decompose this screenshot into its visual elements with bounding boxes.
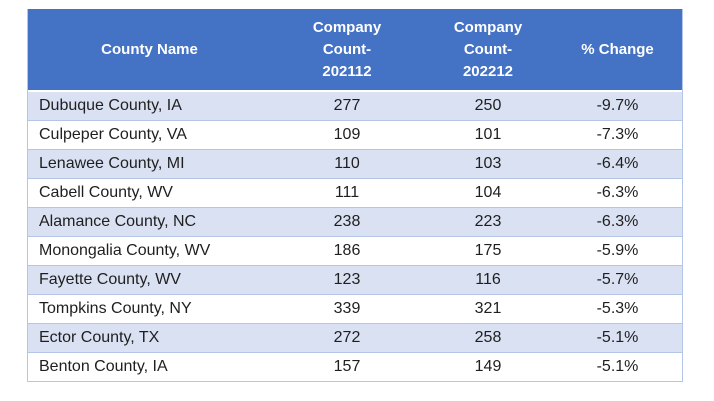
cell-count-202212: 104 (423, 179, 553, 208)
cell-pct-change: -5.3% (553, 295, 682, 324)
cell-count-202112: 238 (271, 208, 423, 237)
table-row: Tompkins County, NY 339 321 -5.3% (28, 295, 682, 324)
cell-pct-change: -5.7% (553, 266, 682, 295)
header-line: Count- (463, 40, 513, 58)
cell-county-name: Benton County, IA (28, 353, 271, 382)
cell-county-name: Cabell County, WV (28, 179, 271, 208)
cell-count-202112: 111 (271, 179, 423, 208)
cell-pct-change: -5.1% (553, 353, 682, 382)
cell-count-202112: 277 (271, 92, 423, 121)
cell-count-202212: 101 (423, 121, 553, 150)
header-line: 202112 (322, 62, 372, 80)
table-row: Cabell County, WV 111 104 -6.3% (28, 179, 682, 208)
cell-county-name: Ector County, TX (28, 324, 271, 353)
cell-pct-change: -6.3% (553, 208, 682, 237)
table-row: Monongalia County, WV 186 175 -5.9% (28, 237, 682, 266)
header-line: Company (312, 18, 382, 36)
cell-pct-change: -6.3% (553, 179, 682, 208)
table-row: Dubuque County, IA 277 250 -9.7% (28, 92, 682, 121)
cell-county-name: Monongalia County, WV (28, 237, 271, 266)
cell-count-202112: 339 (271, 295, 423, 324)
cell-count-202212: 103 (423, 150, 553, 179)
data-table: County Name Company Count- 202112 Compan… (28, 9, 682, 382)
table-row: Alamance County, NC 238 223 -6.3% (28, 208, 682, 237)
table-row: Ector County, TX 272 258 -5.1% (28, 324, 682, 353)
table-row: Fayette County, WV 123 116 -5.7% (28, 266, 682, 295)
cell-count-202112: 123 (271, 266, 423, 295)
cell-pct-change: -5.1% (553, 324, 682, 353)
cell-county-name: Fayette County, WV (28, 266, 271, 295)
header-line: Count- (322, 40, 372, 58)
cell-county-name: Tompkins County, NY (28, 295, 271, 324)
cell-count-202212: 258 (423, 324, 553, 353)
cell-county-name: Lenawee County, MI (28, 150, 271, 179)
cell-count-202212: 223 (423, 208, 553, 237)
cell-count-202212: 149 (423, 353, 553, 382)
header-line: 202212 (462, 62, 514, 80)
cell-county-name: Alamance County, NC (28, 208, 271, 237)
table-row: Culpeper County, VA 109 101 -7.3% (28, 121, 682, 150)
cell-count-202212: 321 (423, 295, 553, 324)
cell-count-202112: 272 (271, 324, 423, 353)
cell-pct-change: -6.4% (553, 150, 682, 179)
cell-county-name: Culpeper County, VA (28, 121, 271, 150)
column-header-company-count-202212: Company Count- 202212 (423, 9, 553, 92)
cell-count-202112: 109 (271, 121, 423, 150)
table-row: Lenawee County, MI 110 103 -6.4% (28, 150, 682, 179)
cell-county-name: Dubuque County, IA (28, 92, 271, 121)
column-header-pct-change: % Change (553, 9, 682, 92)
cell-count-202112: 157 (271, 353, 423, 382)
county-company-count-table: County Name Company Count- 202112 Compan… (27, 9, 683, 382)
cell-pct-change: -5.9% (553, 237, 682, 266)
cell-pct-change: -7.3% (553, 121, 682, 150)
cell-count-202212: 250 (423, 92, 553, 121)
header-line: Company (453, 18, 523, 36)
cell-count-202112: 186 (271, 237, 423, 266)
column-header-county-name: County Name (28, 9, 271, 92)
cell-count-202112: 110 (271, 150, 423, 179)
column-header-company-count-202112: Company Count- 202112 (271, 9, 423, 92)
table-row: Benton County, IA 157 149 -5.1% (28, 353, 682, 382)
cell-count-202212: 116 (423, 266, 553, 295)
cell-pct-change: -9.7% (553, 92, 682, 121)
header-row: County Name Company Count- 202112 Compan… (28, 9, 682, 92)
cell-count-202212: 175 (423, 237, 553, 266)
